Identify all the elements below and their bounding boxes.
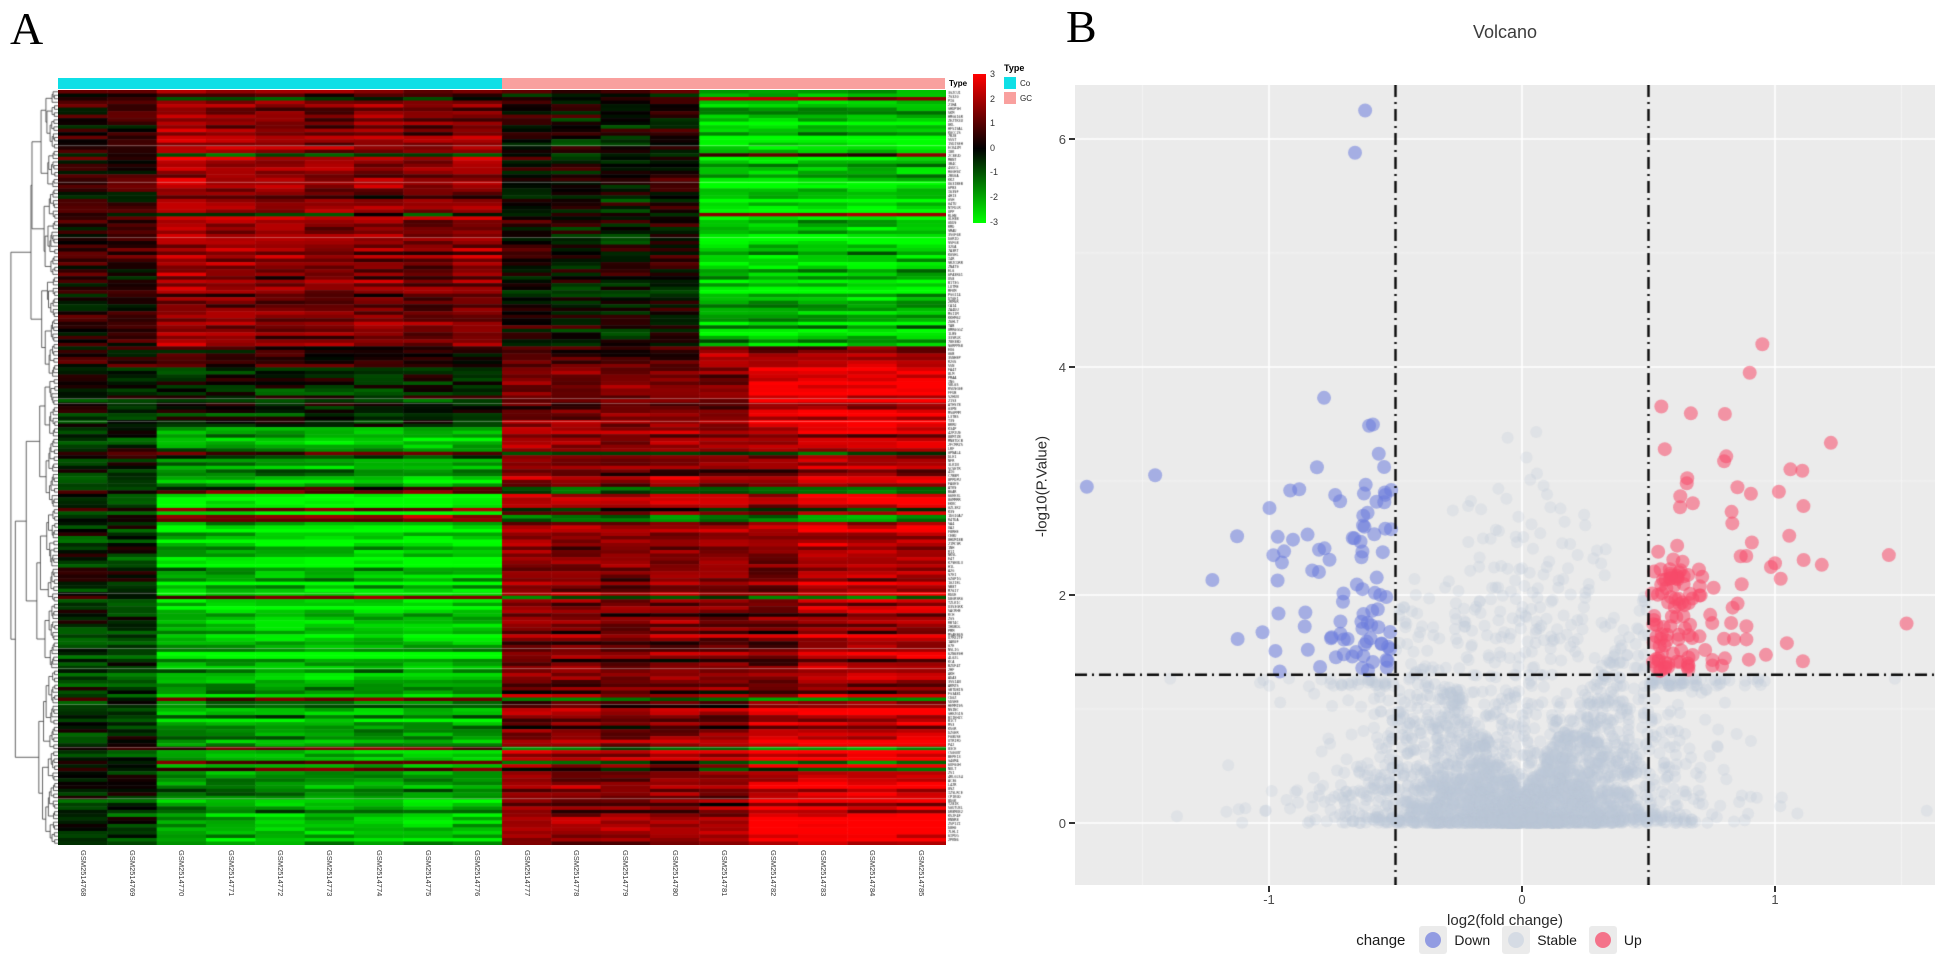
x-tick-label: 1 xyxy=(1771,892,1779,907)
type-legend: Type Co GC xyxy=(1004,64,1064,104)
volcano-legend-title: change xyxy=(1356,931,1406,949)
colorbar-tick: -3 xyxy=(990,216,999,227)
sample-label: GSM2514783 xyxy=(818,850,828,897)
annotation-bar-co xyxy=(58,78,502,89)
type-legend-label: Co xyxy=(1020,78,1031,88)
legend-dot-icon xyxy=(1594,932,1611,948)
y-tick-mark xyxy=(1069,822,1075,824)
legend-item-stable: Stable xyxy=(1502,926,1577,954)
sample-label: GSM2514785 xyxy=(917,850,927,897)
legend-dot-icon xyxy=(1508,932,1525,948)
x-tick-label: 0 xyxy=(1518,892,1526,907)
sample-label: GSM2514773 xyxy=(325,850,335,897)
x-tick-label: -1 xyxy=(1263,892,1275,907)
colorbar-tick: 2 xyxy=(990,93,996,104)
colorbar-tick: 0 xyxy=(990,142,996,153)
legend-dot-icon xyxy=(1425,932,1442,948)
type-legend-rows: Co GC xyxy=(1004,77,1064,104)
type-legend-swatch xyxy=(1004,77,1016,89)
x-tick-mark xyxy=(1268,886,1270,892)
sample-label: GSM2514774 xyxy=(374,850,384,897)
sample-label: GSM2514775 xyxy=(424,850,433,897)
y-tick-mark xyxy=(1069,138,1075,140)
colorbar-tick: -1 xyxy=(990,167,999,178)
sample-label: GSM2514776 xyxy=(473,850,483,897)
annotation-bar-gc xyxy=(502,78,945,89)
volcano-legend-items: Down Stable Up xyxy=(1419,926,1653,954)
legend-key xyxy=(1502,926,1531,954)
y-tick-label: 2 xyxy=(1058,588,1066,603)
y-tick-label: 6 xyxy=(1058,132,1066,147)
y-tick-mark xyxy=(1069,366,1075,368)
type-legend-item: Co xyxy=(1004,77,1064,89)
y-tick-label: 4 xyxy=(1058,360,1066,375)
colorbar-tick: -2 xyxy=(990,192,999,202)
y-tick-label: 0 xyxy=(1058,816,1066,831)
expression-heatmap xyxy=(58,90,946,845)
legend-key xyxy=(1588,926,1617,954)
sample-label: GSM2514777 xyxy=(522,850,532,897)
panel-b-label: B xyxy=(1066,1,1097,52)
sample-label: GSM2514769 xyxy=(128,850,137,897)
sample-label: GSM2514771 xyxy=(226,850,236,897)
row-dendrogram xyxy=(6,90,58,845)
legend-item-label: Up xyxy=(1623,932,1642,948)
sample-label: GSM2514784 xyxy=(868,850,877,897)
legend-item-up: Up xyxy=(1588,926,1642,954)
sample-label: GSM2514778 xyxy=(572,850,581,897)
type-legend-label: GC xyxy=(1020,93,1032,103)
heatmap-colorbar-ticks: 3 2 1 0 -1 -2 -3 xyxy=(990,70,1012,230)
legend-item-label: Stable xyxy=(1537,932,1577,948)
panel-a-label: A xyxy=(10,3,44,54)
type-legend-swatch xyxy=(1004,92,1016,104)
volcano-legend: change Down Stable Up xyxy=(1075,920,1935,960)
colorbar-tick: 1 xyxy=(990,118,996,129)
volcano-y-axis-label: -log10(P.Value) xyxy=(1033,435,1051,538)
x-tick-mark xyxy=(1774,886,1776,892)
sample-label: GSM2514768 xyxy=(78,850,88,897)
sample-label: GSM2514780 xyxy=(670,850,680,897)
gene-row-labels xyxy=(947,90,977,845)
heatmap-colorbar xyxy=(973,74,986,223)
volcano-title: Volcano xyxy=(1472,22,1538,42)
sample-label: GSM2514779 xyxy=(621,850,631,897)
sample-label: GSM2514772 xyxy=(276,850,285,897)
type-legend-item: GC xyxy=(1004,92,1064,104)
sample-label: GSM2514781 xyxy=(720,850,729,897)
legend-item-label: Down xyxy=(1454,932,1491,948)
legend-item-down: Down xyxy=(1419,926,1490,954)
y-tick-mark xyxy=(1069,594,1075,596)
type-legend-title: Type xyxy=(1004,63,1025,73)
sample-label: GSM2514782 xyxy=(769,850,779,897)
annotation-title: Type xyxy=(949,79,968,88)
colorbar-tick: 3 xyxy=(990,69,996,79)
sample-label: GSM2514770 xyxy=(177,850,187,897)
volcano-plot xyxy=(1075,85,1935,885)
volcano-x-axis-label: log2(fold change) xyxy=(1447,912,1563,929)
x-tick-mark xyxy=(1521,886,1523,892)
legend-key xyxy=(1419,926,1448,954)
